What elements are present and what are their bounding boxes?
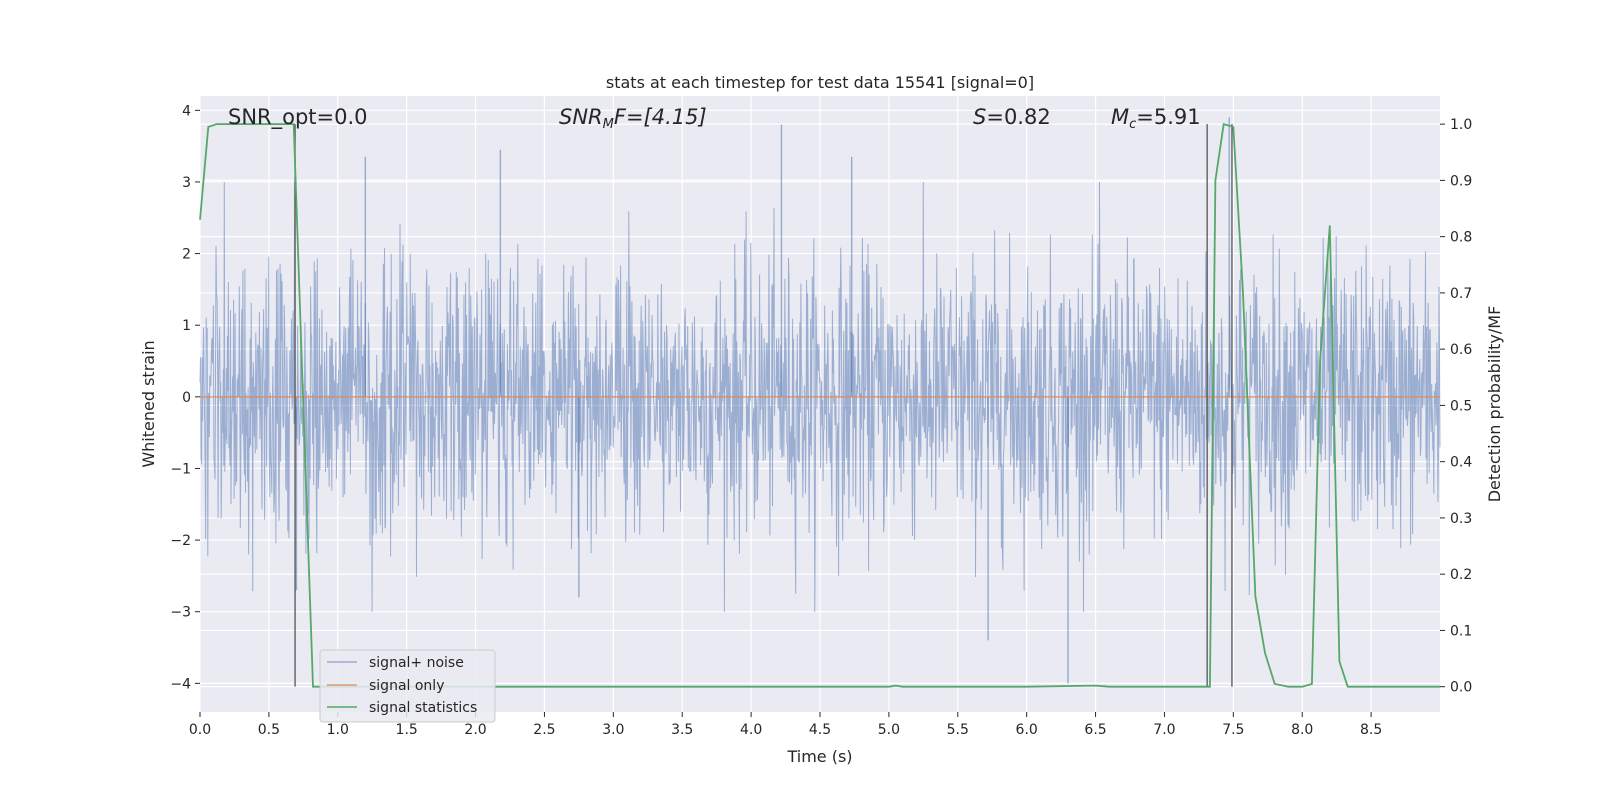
x-tick-label: 8.0 [1291,722,1313,738]
y-right-tick-label: 0.3 [1450,511,1472,527]
series-signal-statistics [199,122,1440,688]
y-axis-left-ticks: 4 3 2 1 0 −1 −2 −3 −4 [170,103,200,692]
x-tick-label: 6.0 [1016,722,1038,738]
y-right-tick-label: 1.0 [1450,117,1472,133]
annotation-mc-sub: c [1129,117,1136,132]
x-tick-label: 6.5 [1084,722,1106,738]
x-tick-label: 7.5 [1222,722,1244,738]
series-signal-plus-noise [199,117,1441,684]
annotation-s: S=0.82 [973,105,1051,129]
legend-box [319,649,496,723]
y-right-tick-label: 0.7 [1450,286,1472,302]
x-axis-label: Time (s) [786,747,852,766]
x-tick-label: 2.0 [464,722,486,738]
y-right-tick-label: 0.1 [1450,623,1472,639]
annotation-mc-rest: =5.91 [1136,105,1200,129]
noise-trace [199,181,1441,612]
x-tick-label: 2.5 [533,722,555,738]
y-tick-label: −1 [170,461,191,477]
y-axis-label: Whitened strain [139,340,158,467]
y-tick-label: 4 [182,103,191,119]
annotation-s-main: S [973,105,986,129]
y-tick-label: −3 [170,605,191,621]
x-tick-label: 1.0 [327,722,349,738]
y-right-tick-label: 0.0 [1450,680,1472,696]
legend-label-signal: signal only [369,678,444,694]
y-tick-label: 0 [182,390,191,406]
y-axis-right-label: Detection probability/MF [1485,306,1504,503]
chart-title: stats at each timestep for test data 155… [606,73,1034,92]
y-axis-right-ticks: 1.0 0.9 0.8 0.7 0.6 0.5 0.4 0.3 0.2 0.1 0.0 [1440,117,1472,696]
x-tick-label: 5.5 [947,722,969,738]
y-right-tick-label: 0.8 [1450,230,1472,246]
x-axis-ticks: 0.0 0.5 1.0 1.5 2.0 2.5 3.0 3.5 4.0 4.5 5.0 5.5 6.0 6… [189,712,1382,738]
annotation-snr-mf-sub: M [603,117,614,132]
y-tick-label: −4 [170,676,191,692]
y-right-tick-label: 0.5 [1450,398,1472,414]
y-tick-label: 3 [182,175,191,191]
x-tick-label: 4.0 [740,722,762,738]
annotation-snr-mf-rest: F=[4.15] [614,105,707,129]
annotation-s-rest: =0.82 [986,105,1050,129]
y-right-tick-label: 0.9 [1450,173,1472,189]
x-tick-label: 3.0 [602,722,624,738]
annotation-snr-mf: SNRMF=[4.15] [559,105,707,132]
x-tick-label: 1.5 [396,722,418,738]
stats-line [199,122,1440,688]
x-tick-label: 5.0 [878,722,900,738]
y-right-tick-label: 0.6 [1450,342,1472,358]
annotation-mc-main: M [1111,105,1129,129]
x-tick-label: 8.5 [1360,722,1382,738]
x-tick-label: 4.5 [809,722,831,738]
x-tick-label: 3.5 [671,722,693,738]
x-tick-label: 0.5 [258,722,280,738]
legend-label-noise: signal+ noise [369,655,464,671]
legend: signal+ noise signal only signal statist… [319,649,496,723]
legend-label-stats: signal statistics [369,700,477,716]
annotation-snr-mf-main: SNR [559,105,603,129]
y-tick-label: 1 [182,318,191,334]
y-right-tick-label: 0.4 [1450,455,1472,471]
annotation-snr-opt: SNR_opt=0.0 [228,105,368,130]
y-tick-label: 2 [182,247,191,263]
x-tick-label: 0.0 [189,722,211,738]
y-tick-label: −2 [170,533,191,549]
annotation-mc: Mc=5.91 [1111,105,1201,132]
vertical-markers [294,124,1233,687]
x-tick-label: 7.0 [1153,722,1175,738]
y-right-tick-label: 0.2 [1450,567,1472,583]
